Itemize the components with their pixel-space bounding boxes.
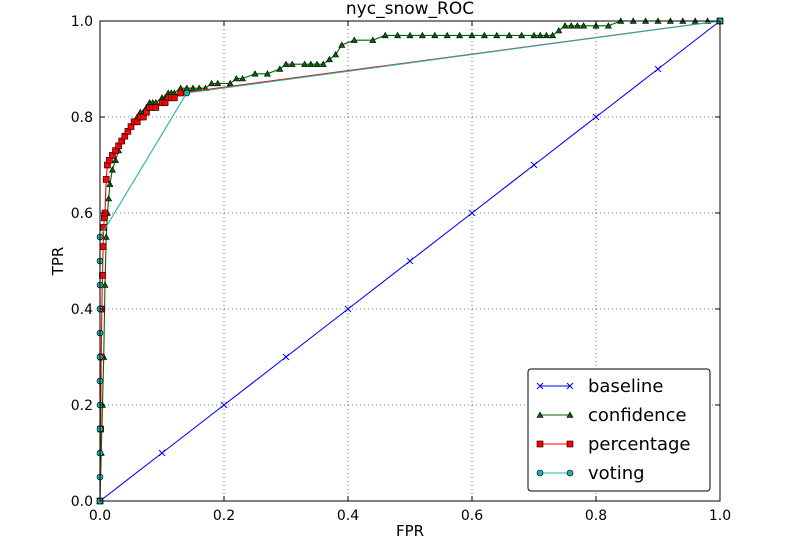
legend-marker <box>536 411 544 418</box>
legend-marker <box>566 411 574 418</box>
data-point-confidence <box>226 79 234 87</box>
data-point-confidence <box>189 84 197 91</box>
legend-item-percentage: percentage <box>536 434 690 455</box>
data-point-percentage <box>152 104 160 111</box>
legend-item-voting: voting <box>536 463 645 484</box>
data-point-confidence <box>505 31 513 39</box>
data-point-confidence <box>561 22 569 29</box>
data-point-confidence <box>276 65 284 72</box>
data-point-confidence <box>573 22 581 29</box>
axis-ticks: 0.0 0.2 0.4 0.6 0.8 1.0 0.0 0.2 0.4 0.6 0.8 1.0 <box>71 14 731 524</box>
legend-marker <box>536 440 544 448</box>
legend-marker <box>536 469 544 477</box>
x-tick-label: 0.0 <box>89 508 111 524</box>
data-point-confidence <box>381 31 389 39</box>
data-point-confidence <box>251 70 259 77</box>
legend-marker <box>566 382 574 390</box>
data-point-confidence <box>406 31 414 39</box>
data-point-confidence <box>101 281 109 288</box>
data-point-percentage <box>99 243 107 250</box>
plot-frame <box>99 20 721 502</box>
legend-item-baseline: baseline <box>536 376 663 397</box>
data-point-confidence <box>536 31 544 39</box>
y-tick-label: 0.4 <box>71 302 93 318</box>
legend-box <box>527 368 711 492</box>
data-point-confidence <box>338 41 346 48</box>
data-point-confidence <box>332 50 340 58</box>
data-point-confidence <box>604 22 612 29</box>
data-point-confidence <box>307 60 315 67</box>
data-point-confidence <box>394 31 402 39</box>
data-point-baseline <box>654 65 662 73</box>
data-point-confidence <box>530 31 538 39</box>
x-tick-label: 0.6 <box>461 508 483 524</box>
y-tick-label: 0.2 <box>71 398 93 414</box>
x-tick-label: 1.0 <box>709 508 731 524</box>
data-point-confidence <box>301 60 309 67</box>
data-point-confidence <box>208 79 216 87</box>
data-point-percentage <box>102 176 110 183</box>
data-point-confidence <box>549 31 557 39</box>
data-point-baseline <box>468 209 476 217</box>
data-point-confidence <box>418 31 426 39</box>
data-point-confidence <box>263 70 271 77</box>
data-point-confidence <box>580 22 588 29</box>
y-tick-label: 0.6 <box>71 206 93 222</box>
legend-marker <box>566 440 574 448</box>
legend-label: confidence <box>588 405 687 426</box>
data-point-confidence <box>325 55 333 63</box>
data-point-confidence <box>443 31 451 39</box>
y-axis-label: TPR <box>49 247 67 277</box>
data-point-confidence <box>232 74 240 82</box>
data-point-confidence <box>106 180 114 187</box>
data-point-baseline <box>158 449 166 457</box>
data-point-confidence <box>288 60 296 67</box>
data-point-baseline <box>406 257 414 265</box>
data-point-confidence <box>111 156 120 163</box>
data-point-confidence <box>480 31 488 39</box>
legend-label: percentage <box>588 434 690 455</box>
data-point-confidence <box>105 194 113 202</box>
data-point-confidence <box>431 31 439 39</box>
data-point-baseline <box>282 353 290 361</box>
data-point-confidence <box>313 60 321 67</box>
data-point-confidence <box>518 31 526 39</box>
data-point-baseline <box>220 401 228 409</box>
x-tick-label: 0.2 <box>213 508 235 524</box>
data-point-confidence <box>282 60 290 67</box>
data-point-confidence <box>468 31 476 39</box>
x-axis-label: FPR <box>396 522 424 540</box>
data-point-percentage <box>171 94 178 102</box>
data-point-confidence <box>493 31 501 39</box>
data-point-confidence <box>239 74 247 82</box>
y-tick-label: 1.0 <box>71 14 93 30</box>
legend-label: baseline <box>588 376 663 397</box>
data-point-confidence <box>214 79 222 87</box>
data-point-confidence <box>542 31 550 39</box>
chart-title: nyc_snow_ROC <box>346 0 474 19</box>
legend-marker <box>566 469 574 477</box>
y-tick-label: 0.8 <box>71 110 93 126</box>
data-point-voting <box>183 89 191 97</box>
legend-marker <box>536 382 544 390</box>
legend: baseline confidence percentage voting <box>527 368 711 492</box>
legend-label: voting <box>588 463 645 484</box>
data-point-confidence <box>369 36 377 43</box>
data-point-confidence <box>108 166 116 173</box>
data-point-percentage <box>177 89 184 97</box>
x-tick-label: 0.4 <box>337 508 359 524</box>
data-point-confidence <box>555 26 563 34</box>
data-point-baseline <box>530 161 538 169</box>
data-point-confidence <box>350 36 358 43</box>
y-tick-label: 0.0 <box>71 494 93 510</box>
data-point-baseline <box>344 305 352 313</box>
data-point-baseline <box>592 113 600 121</box>
x-tick-label: 0.8 <box>585 508 607 524</box>
data-point-confidence <box>102 233 110 240</box>
legend-item-confidence: confidence <box>536 405 687 426</box>
data-point-confidence <box>319 60 327 67</box>
data-point-confidence <box>456 31 464 39</box>
data-point-confidence <box>567 22 575 29</box>
